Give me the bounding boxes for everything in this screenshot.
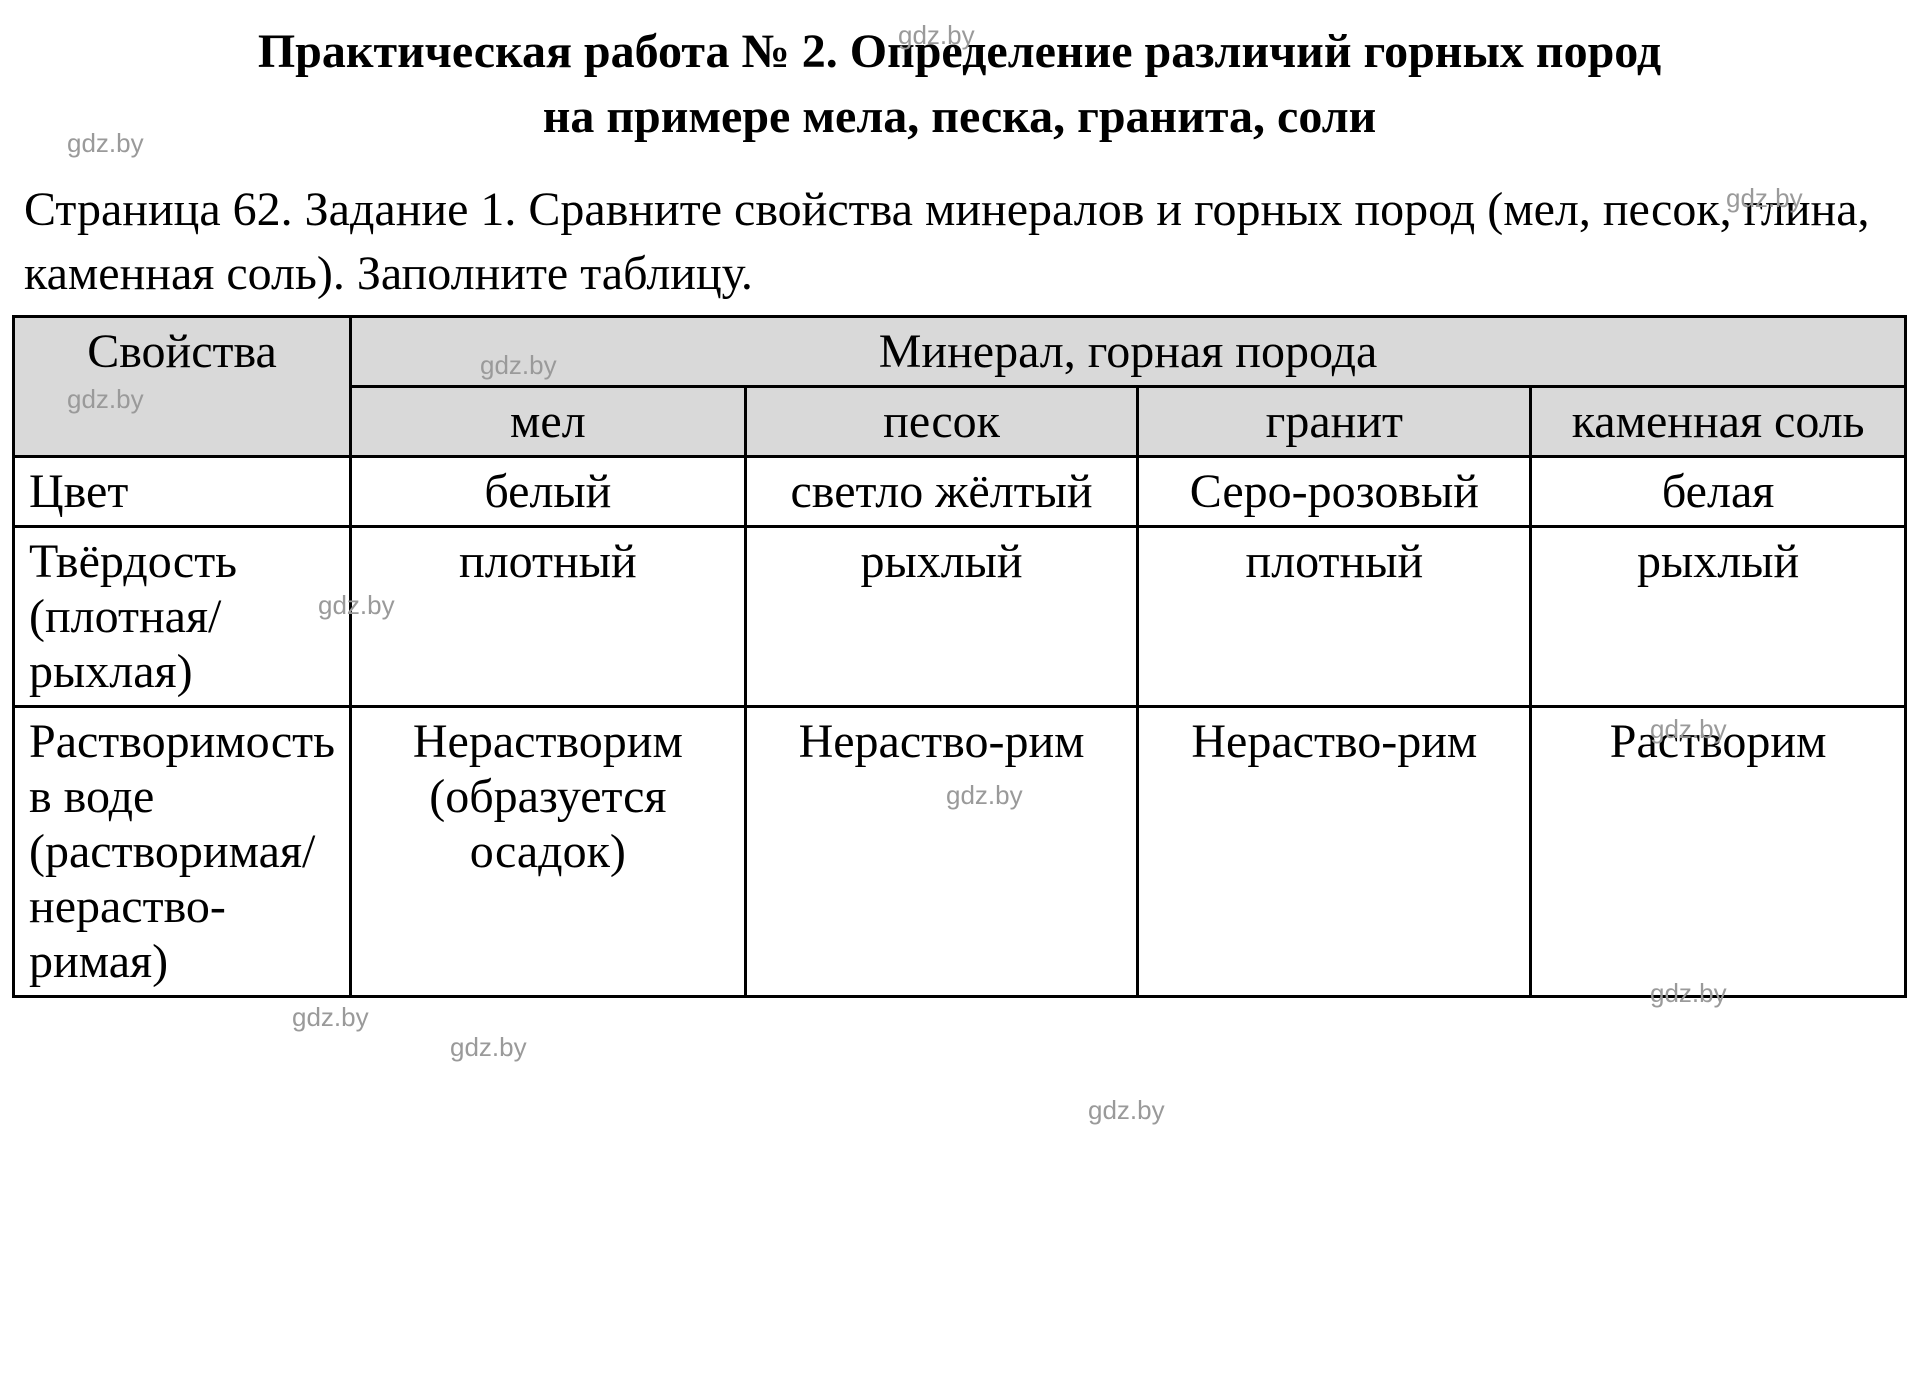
table-header-row-1: Свойства Минерал, горная порода — [14, 317, 1906, 387]
row-property-1: Твёрдость (плотная/ рыхлая) — [14, 527, 351, 707]
task-description: Страница 62. Задание 1. Сравните свойств… — [12, 178, 1907, 308]
column-header-material-1: песок — [745, 387, 1138, 457]
column-header-material-0: мел — [351, 387, 746, 457]
column-header-material-3: каменная соль — [1531, 387, 1906, 457]
cell-value: Нераство-рим — [1138, 707, 1531, 997]
column-header-properties: Свойства — [14, 317, 351, 457]
footer-watermark: gdz.by — [292, 1002, 1907, 1033]
title-line-2: на примере мела, песка, гранита, соли — [543, 90, 1377, 143]
document-container: gdz.by gdz.by gdz.by gdz.by gdz.by gdz.b… — [12, 20, 1907, 1033]
cell-value: Нерастворим (образуется осадок) — [351, 707, 746, 997]
column-header-material-2: гранит — [1138, 387, 1531, 457]
properties-table: Свойства Минерал, горная порода мел песо… — [12, 315, 1907, 998]
cell-value: рыхлый — [745, 527, 1138, 707]
table-row: Цвет белый светло жёлтый Серо-розовый бе… — [14, 457, 1906, 527]
cell-value: Растворим — [1531, 707, 1906, 997]
row-property-0: Цвет — [14, 457, 351, 527]
cell-value: светло жёлтый — [745, 457, 1138, 527]
watermark: gdz.by — [450, 1032, 527, 1063]
cell-value: рыхлый — [1531, 527, 1906, 707]
title-line-1: Практическая работа № 2. Определение раз… — [258, 25, 1661, 78]
cell-value: плотный — [1138, 527, 1531, 707]
watermark: gdz.by — [1088, 1095, 1165, 1126]
cell-value: белый — [351, 457, 746, 527]
table-row: Растворимость в воде (растворимая/ нерас… — [14, 707, 1906, 997]
column-header-mineral: Минерал, горная порода — [351, 317, 1906, 387]
row-property-2: Растворимость в воде (растворимая/ нерас… — [14, 707, 351, 997]
cell-value: плотный — [351, 527, 746, 707]
document-title: Практическая работа № 2. Определение раз… — [12, 20, 1907, 150]
table-row: Твёрдость (плотная/ рыхлая) плотный рыхл… — [14, 527, 1906, 707]
cell-value: Серо-розовый — [1138, 457, 1531, 527]
cell-value: белая — [1531, 457, 1906, 527]
cell-value: Нераство-рим — [745, 707, 1138, 997]
